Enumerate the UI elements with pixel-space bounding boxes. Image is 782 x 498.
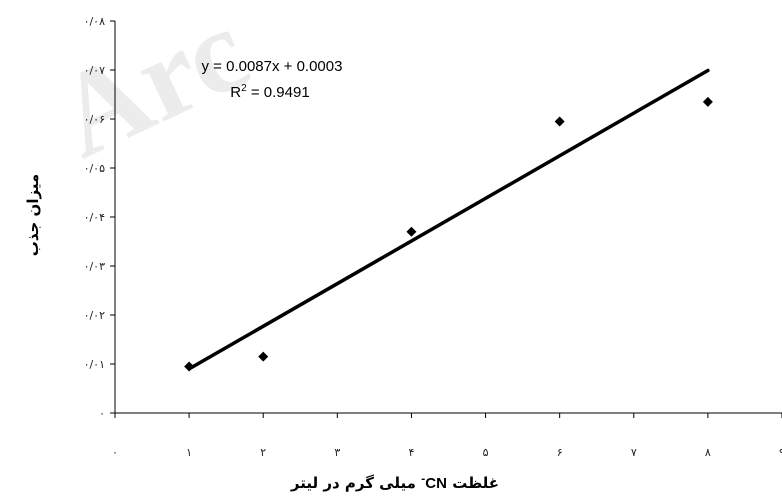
x-tick-label: ۸: [705, 446, 711, 459]
x-tick-label: ۶: [557, 446, 563, 459]
y-tick-label: ۰/۰۶: [84, 113, 105, 126]
r-squared-label: R2 = 0.9491: [230, 83, 309, 101]
x-axis-title-ion: CN: [425, 475, 447, 492]
x-axis-ticks: ۰ ۱ ۲ ۳ ۴ ۵ ۶ ۷ ۸ ۹: [112, 413, 782, 459]
y-tick-label: ۰/۰۱: [84, 358, 105, 371]
x-tick-label: ۹: [779, 446, 782, 459]
x-axis-title-prefix: غلظت: [452, 474, 499, 492]
y-axis-title: میزان جذب: [24, 174, 42, 256]
x-axis-title: غلظت CN- میلی گرم در لیتر: [290, 474, 499, 492]
x-tick-label: ۲: [260, 446, 266, 459]
y-tick-label: ۰: [99, 407, 105, 420]
x-axis-title-charge: -: [421, 474, 425, 485]
y-tick-label: ۰/۰۷: [84, 64, 106, 77]
y-tick-label: ۰/۰۲: [84, 309, 106, 322]
plot-area: ۰ ۰/۰۱ ۰/۰۲ ۰/۰۳ ۰/۰۴ ۰/۰۵ ۰/۰۶ ۰/۰۷ ۰/۰۸ ۰ ۱ ۲ ۳ ۴ ۵…: [84, 15, 782, 459]
x-axis-title-suffix: میلی گرم در لیتر: [290, 474, 416, 492]
r-squared-symbol: R: [230, 84, 241, 101]
y-axis-ticks: ۰ ۰/۰۱ ۰/۰۲ ۰/۰۳ ۰/۰۴ ۰/۰۵ ۰/۰۶ ۰/۰۷ ۰/۰۸: [84, 15, 115, 420]
trendline-equation: y = 0.0087x + 0.0003: [202, 58, 343, 75]
data-points: [184, 96, 713, 372]
r-squared-superscript: 2: [241, 83, 247, 94]
y-tick-label: ۰/۰۵: [84, 162, 106, 175]
x-tick-label: ۵: [483, 446, 489, 459]
y-tick-label: ۰/۰۴: [84, 211, 106, 224]
data-point: [406, 226, 417, 237]
x-tick-label: ۰: [112, 446, 118, 459]
data-point: [554, 116, 565, 127]
x-tick-label: ۱: [186, 446, 192, 459]
x-tick-label: ۳: [334, 446, 340, 459]
y-tick-label: ۰/۰۳: [84, 260, 106, 273]
data-point: [258, 351, 269, 362]
data-point: [702, 96, 713, 107]
y-tick-label: ۰/۰۸: [84, 15, 106, 28]
x-tick-label: ۷: [631, 446, 637, 459]
r-squared-value: = 0.9491: [247, 84, 310, 101]
trendline: [187, 68, 710, 371]
x-tick-label: ۴: [408, 446, 414, 459]
data-point: [184, 361, 195, 372]
